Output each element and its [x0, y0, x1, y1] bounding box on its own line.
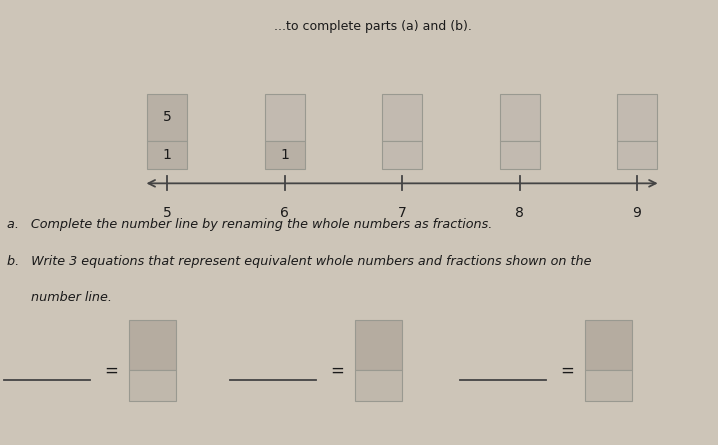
Text: =: =: [330, 361, 345, 379]
Bar: [147, 141, 187, 169]
Bar: [617, 141, 657, 169]
Text: 9: 9: [633, 206, 641, 220]
Text: 1: 1: [163, 148, 172, 162]
Bar: [382, 141, 422, 169]
Text: 5: 5: [163, 206, 172, 220]
Text: 8: 8: [515, 206, 524, 220]
Bar: [147, 94, 187, 141]
Bar: [382, 94, 422, 141]
Bar: [617, 94, 657, 141]
Bar: [500, 94, 539, 141]
FancyBboxPatch shape: [355, 320, 402, 370]
Bar: [500, 141, 539, 169]
Text: ...to complete parts (a) and (b).: ...to complete parts (a) and (b).: [274, 20, 472, 33]
Bar: [265, 94, 304, 141]
Text: number line.: number line.: [7, 291, 112, 304]
Text: =: =: [560, 361, 574, 379]
FancyBboxPatch shape: [129, 320, 176, 370]
FancyBboxPatch shape: [585, 370, 632, 401]
FancyBboxPatch shape: [585, 320, 632, 370]
Text: b.   Write 3 equations that represent equivalent whole numbers and fractions sho: b. Write 3 equations that represent equi…: [7, 255, 592, 268]
Text: =: =: [104, 361, 118, 379]
FancyBboxPatch shape: [129, 370, 176, 401]
Bar: [265, 141, 304, 169]
Text: 7: 7: [398, 206, 406, 220]
Text: 6: 6: [280, 206, 289, 220]
Text: 1: 1: [280, 148, 289, 162]
FancyBboxPatch shape: [355, 370, 402, 401]
Text: 5: 5: [163, 110, 172, 125]
Text: a.   Complete the number line by renaming the whole numbers as fractions.: a. Complete the number line by renaming …: [7, 218, 493, 231]
